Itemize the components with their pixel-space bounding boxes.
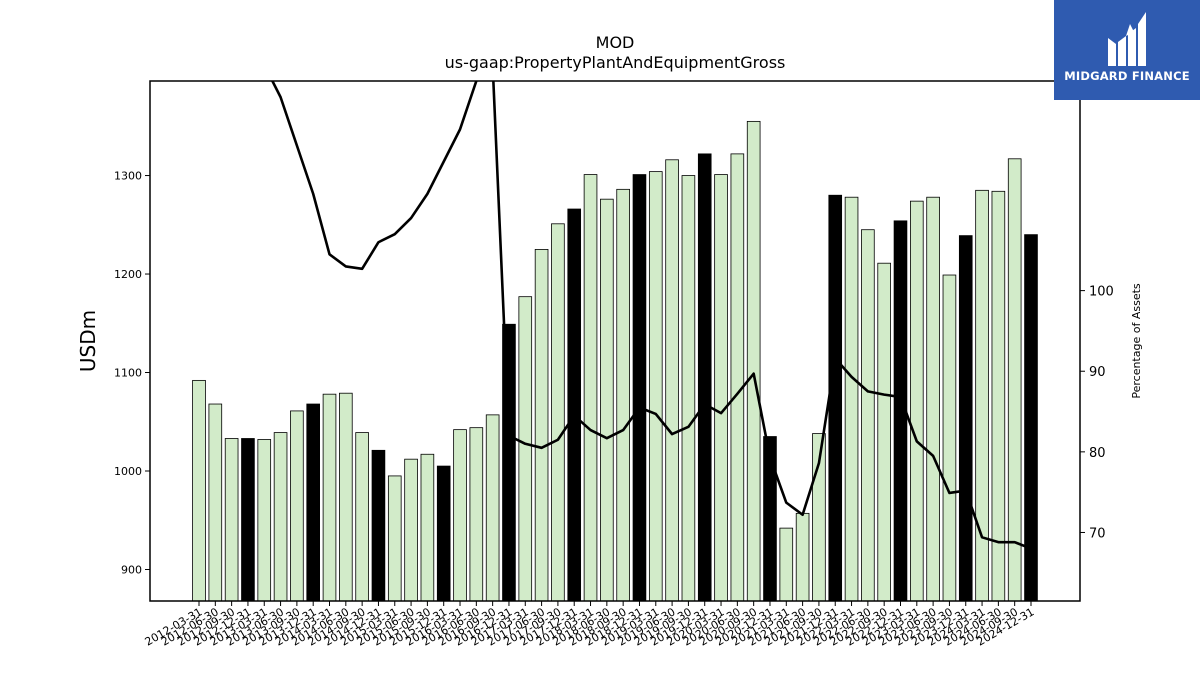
bar-2015-03-31 — [387, 475, 402, 602]
bar-2014-06-30 — [339, 392, 353, 602]
bar-2021-06-30 — [795, 512, 810, 602]
bar-2019-09-30 — [681, 175, 696, 602]
bar-2023-09-30 — [942, 274, 957, 602]
bar-2019-03-31 — [648, 171, 663, 602]
bar-2016-09-30 — [485, 414, 500, 602]
bar-series — [192, 120, 1038, 602]
bar-2013-12-31 — [306, 403, 320, 602]
bar-2020-06-30 — [730, 153, 745, 602]
bar-2024-09-30 — [1007, 158, 1022, 602]
bar-2023-03-31 — [910, 200, 924, 602]
bar-2020-03-31 — [714, 174, 728, 602]
bar-2017-06-30 — [534, 249, 549, 602]
bar-2022-09-30 — [877, 262, 891, 602]
bar-2023-12-31 — [958, 235, 973, 602]
bar-2020-09-30 — [746, 120, 761, 602]
bar-2017-12-31 — [567, 208, 582, 602]
y-tick-label: 1200 — [114, 268, 142, 281]
bar-2021-03-31 — [779, 527, 794, 602]
percentage-line — [270, 81, 1032, 550]
bar-2012-12-31 — [241, 438, 255, 602]
bar-2017-09-30 — [551, 223, 565, 602]
chart-subtitle: us-gaap:PropertyPlantAndEquipmentGross — [445, 53, 786, 72]
bar-2018-09-30 — [616, 188, 630, 602]
bar-2015-06-30 — [404, 458, 418, 602]
bar-2022-06-30 — [861, 229, 875, 602]
bar-2013-03-31 — [257, 439, 272, 602]
y2-tick-label: 90 — [1089, 365, 1106, 380]
y2-tick-label: 80 — [1089, 446, 1106, 461]
bar-2018-12-31 — [632, 174, 647, 602]
bar-2018-06-30 — [600, 198, 614, 602]
bar-2017-03-31 — [518, 296, 533, 602]
y-tick-label: 900 — [121, 563, 142, 576]
bar-2014-12-31 — [371, 449, 386, 602]
bar-2016-12-31 — [502, 323, 516, 602]
y-tick-label: 1300 — [114, 170, 142, 183]
bar-2023-06-30 — [926, 196, 940, 602]
bar-2016-06-30 — [469, 427, 484, 602]
axes: 90010001100120013007080901002012-03-3120… — [114, 80, 1114, 649]
bar-2012-03-31 — [192, 379, 206, 602]
y2-tick-label: 70 — [1089, 526, 1106, 541]
bar-2022-03-31 — [844, 196, 859, 602]
bar-2013-06-30 — [273, 432, 288, 602]
line-series — [270, 81, 1032, 550]
bar-2012-06-30 — [208, 403, 223, 602]
y2-axis-label: Percentage of Assets — [1130, 283, 1143, 399]
logo-mark-icon — [1108, 12, 1146, 66]
bar-2016-03-31 — [453, 429, 467, 602]
bar-2015-09-30 — [420, 453, 435, 602]
y-tick-label: 1000 — [114, 465, 142, 478]
bar-2012-09-30 — [224, 438, 239, 602]
plot-frame — [149, 80, 1081, 602]
chart-title: MOD — [596, 33, 635, 52]
bar-2019-12-31 — [697, 153, 712, 602]
logo-text: MIDGARD FINANCE — [1064, 69, 1190, 83]
bar-2015-12-31 — [436, 465, 451, 602]
bar-2014-09-30 — [355, 432, 369, 602]
bar-2014-03-31 — [322, 393, 337, 602]
bar-2019-06-30 — [665, 159, 679, 602]
brand-logo: MIDGARD FINANCE — [1054, 0, 1200, 100]
y-tick-label: 1100 — [114, 367, 142, 380]
bar-2018-03-31 — [583, 174, 598, 602]
y-axis-label: USDm — [76, 310, 100, 372]
bar-2021-12-31 — [828, 194, 843, 602]
y2-tick-label: 100 — [1089, 285, 1114, 300]
bar-2013-09-30 — [290, 410, 304, 602]
